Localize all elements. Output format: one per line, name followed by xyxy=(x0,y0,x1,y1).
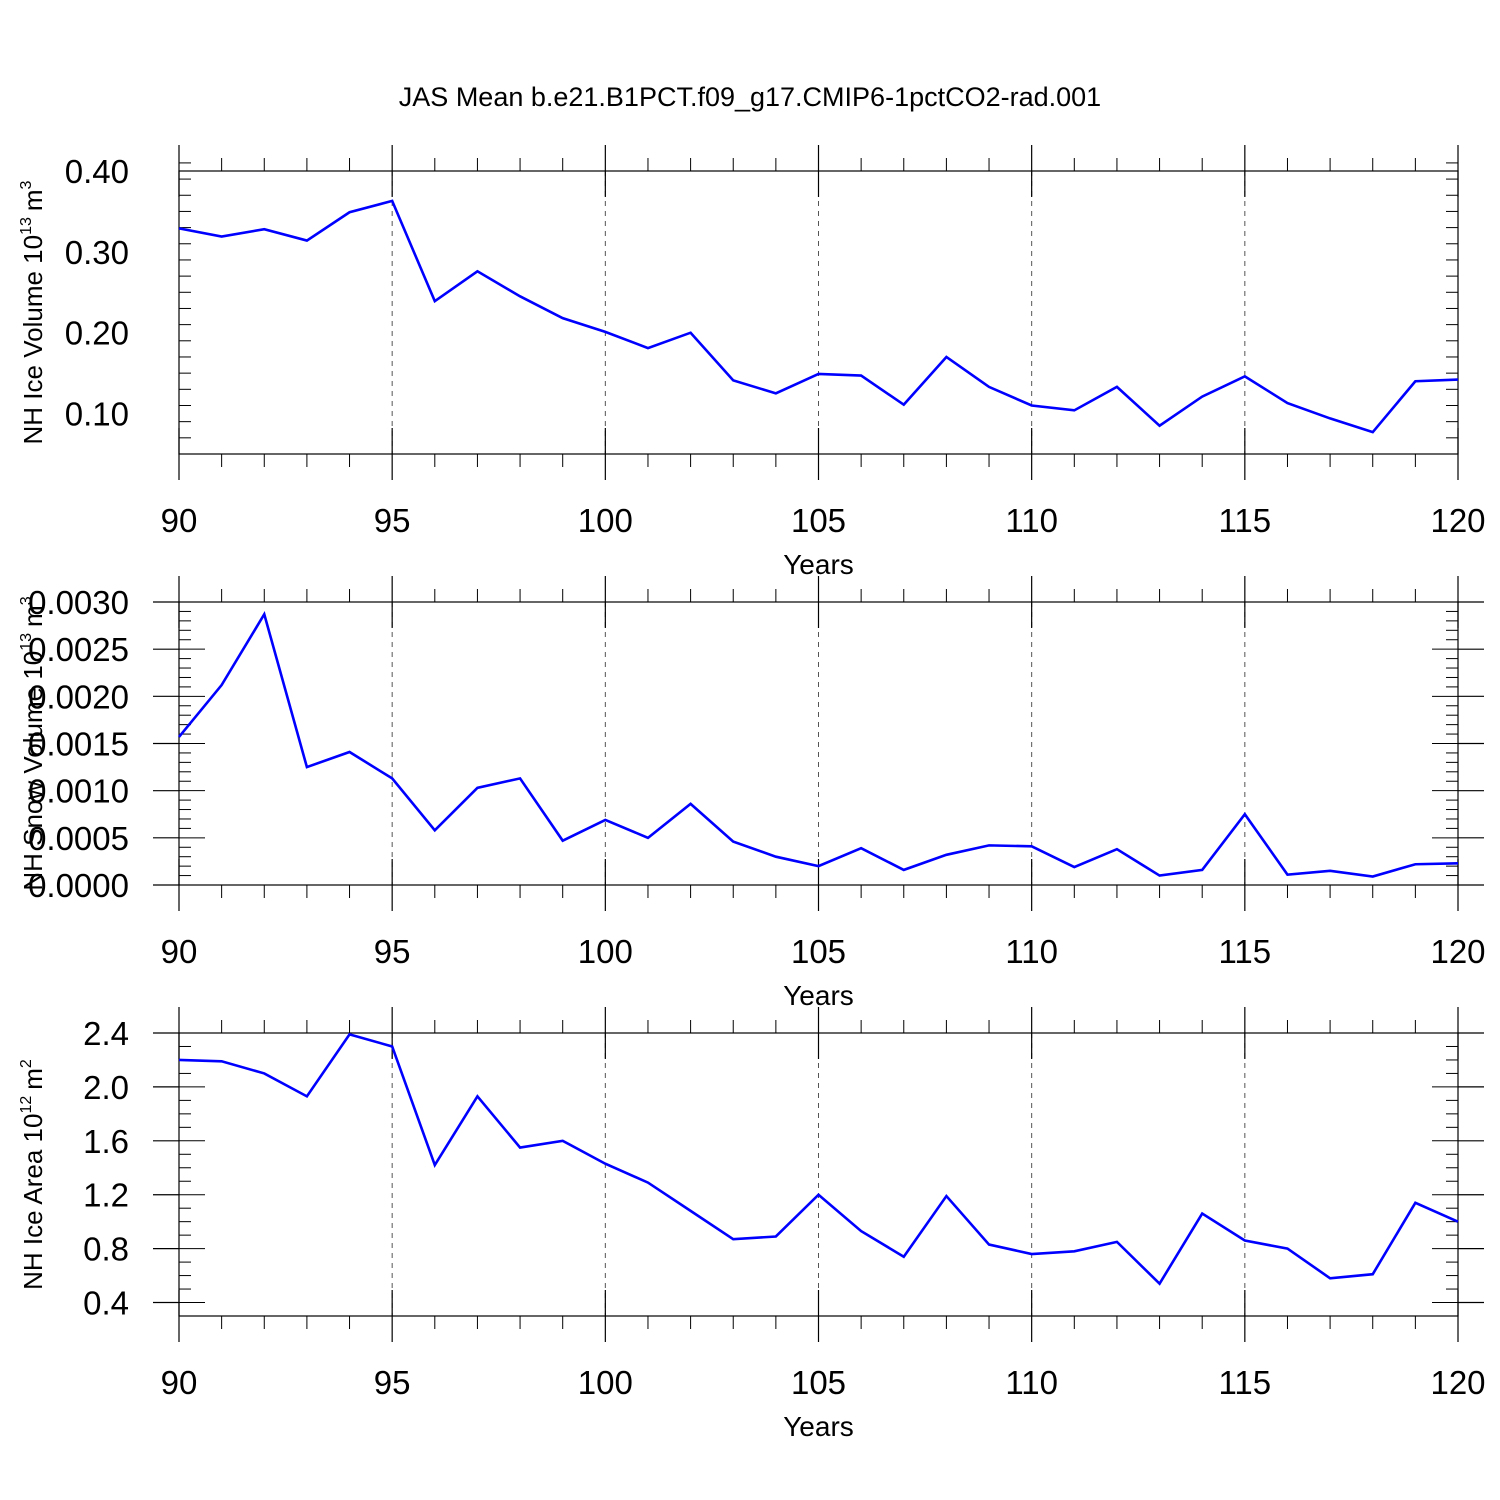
x-tick-label: 105 xyxy=(791,933,846,970)
y-axis-label-exponent: 12 xyxy=(18,1096,35,1114)
y-tick-label: 0.40 xyxy=(65,153,129,190)
y-axis-label-unit: m xyxy=(18,605,48,627)
x-tick-label: 110 xyxy=(1005,502,1058,539)
x-tick-label: 90 xyxy=(161,933,198,970)
y-tick-label: 0.0030 xyxy=(28,584,129,621)
y-tick-label: 1.6 xyxy=(83,1123,129,1160)
x-tick-label: 95 xyxy=(374,502,411,539)
y-tick-label: 0.0005 xyxy=(28,820,129,857)
chart-panel-3: 90 95 100 105 110 115 120 Years 0.4 0.8 1.2 1.6 2.0 2… xyxy=(18,1007,1486,1442)
chart-panel-2: 90 95 100 105 110 115 120 Years 0.0000 0.0005 0.00… xyxy=(18,576,1486,1011)
x-tick-label: 90 xyxy=(161,1364,198,1401)
y-axis-label: NH Ice Area 1012 m2 xyxy=(18,1059,48,1290)
y-axis-label-text: NH Snow Volume 10 xyxy=(18,651,48,891)
x-tick-label: 115 xyxy=(1219,933,1272,970)
x-tick-label: 120 xyxy=(1430,933,1485,970)
y-tick-label: 0.0025 xyxy=(28,631,129,668)
y-tick-label: 0.4 xyxy=(83,1285,129,1322)
y-axis-label-unit: m xyxy=(18,1068,48,1090)
x-tick-label: 95 xyxy=(374,1364,411,1401)
x-tick-label: 110 xyxy=(1005,1364,1058,1401)
x-tick-label: 100 xyxy=(578,933,633,970)
x-tick-label: 115 xyxy=(1219,502,1272,539)
y-tick-label: 0.0010 xyxy=(28,773,129,810)
x-tick-label: 120 xyxy=(1430,502,1485,539)
y-axis-label: NH Snow Volume 1013 m3 xyxy=(18,596,48,890)
y-axis-label-unit: m xyxy=(18,189,48,211)
x-axis-label: Years xyxy=(783,1411,854,1442)
y-axis-label-exponent: 13 xyxy=(18,633,35,651)
x-axis-label: Years xyxy=(783,980,854,1011)
y-axis-label-unit-exponent: 3 xyxy=(18,596,35,605)
y-tick-label: 0.10 xyxy=(65,396,129,433)
y-axis-label-text: NH Ice Area 10 xyxy=(18,1114,48,1290)
y-tick-label: 0.0020 xyxy=(28,678,129,715)
y-axis-label-unit-exponent: 3 xyxy=(18,180,35,189)
y-tick-label: 2.4 xyxy=(83,1015,129,1052)
y-tick-label: 0.8 xyxy=(83,1231,129,1268)
y-tick-label: 0.20 xyxy=(65,315,129,352)
y-tick-label: 1.2 xyxy=(83,1177,129,1214)
figure-title: JAS Mean b.e21.B1PCT.f09_g17.CMIP6-1pctC… xyxy=(399,82,1101,112)
y-axis-label-text: NH Ice Volume 10 xyxy=(18,235,48,445)
y-axis-label-exponent: 13 xyxy=(18,217,35,235)
x-tick-label: 90 xyxy=(161,502,198,539)
panels: 90 95 100 105 110 115 120Years0.100.200.300.40… xyxy=(18,145,1486,1442)
x-tick-label: 100 xyxy=(578,502,633,539)
y-axis-label-unit-exponent: 2 xyxy=(18,1059,35,1068)
x-tick-label: 105 xyxy=(791,1364,846,1401)
x-axis-label: Years xyxy=(783,549,854,580)
y-tick-label: 2.0 xyxy=(83,1069,129,1106)
x-tick-label: 115 xyxy=(1219,1364,1272,1401)
chart-panel-1: 90 95 100 105 110 115 120 Years 0.10 0.20 0.30 0.40… xyxy=(18,145,1486,580)
y-tick-label: 0.30 xyxy=(65,234,129,271)
y-tick-label: 0.0000 xyxy=(28,867,129,904)
y-axis-label: NH Ice Volume 1013 m3 xyxy=(18,180,48,444)
x-tick-label: 110 xyxy=(1005,933,1058,970)
y-tick-label: 0.0015 xyxy=(28,726,129,763)
x-tick-label: 105 xyxy=(791,502,846,539)
x-tick-label: 120 xyxy=(1430,1364,1485,1401)
x-tick-label: 95 xyxy=(374,933,411,970)
x-tick-label: 100 xyxy=(578,1364,633,1401)
